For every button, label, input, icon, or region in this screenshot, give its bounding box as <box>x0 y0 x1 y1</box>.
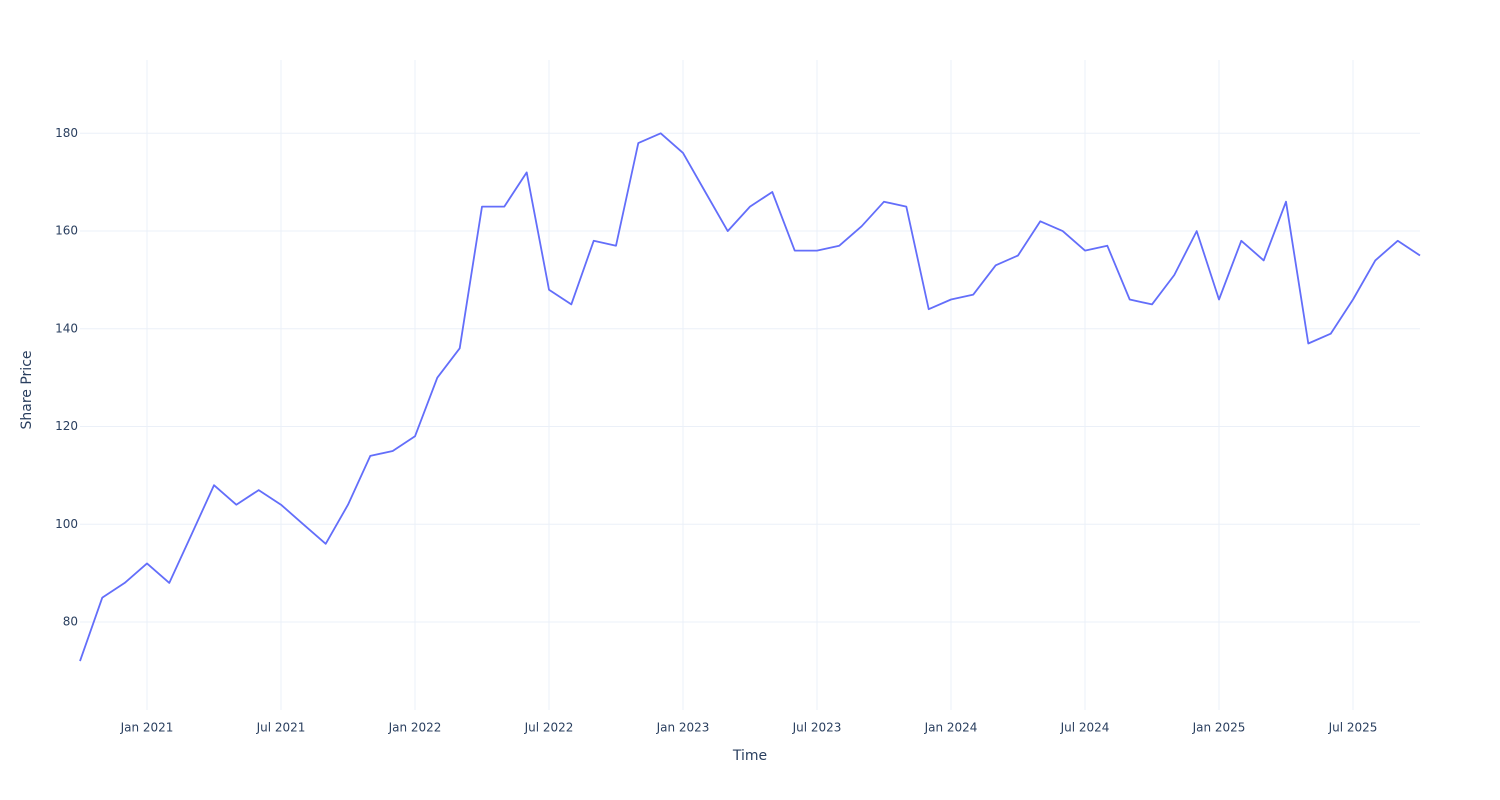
x-tick-label: Jan 2025 <box>1192 721 1246 735</box>
x-tick-label: Jan 2023 <box>656 721 710 735</box>
y-tick-label: 80 <box>63 615 78 629</box>
y-tick-label: 100 <box>55 517 78 531</box>
y-tick-label: 180 <box>55 126 78 140</box>
x-tick-label: Jul 2023 <box>792 721 842 735</box>
y-tick-label: 160 <box>55 224 78 238</box>
x-tick-label: Jan 2022 <box>388 721 442 735</box>
y-tick-label: 140 <box>55 321 78 335</box>
x-tick-label: Jul 2022 <box>524 721 574 735</box>
x-tick-label: Jan 2021 <box>120 721 174 735</box>
line-series <box>79 132 1421 662</box>
x-tick-label: Jul 2024 <box>1060 721 1110 735</box>
x-axis-title: Time <box>732 748 767 764</box>
y-axis-title: Share Price <box>19 350 35 429</box>
y-tick-label: 120 <box>55 419 78 433</box>
x-tick-label: Jul 2021 <box>256 721 306 735</box>
x-tick-label: Jan 2024 <box>924 721 978 735</box>
x-tick-label: Jul 2025 <box>1328 721 1378 735</box>
